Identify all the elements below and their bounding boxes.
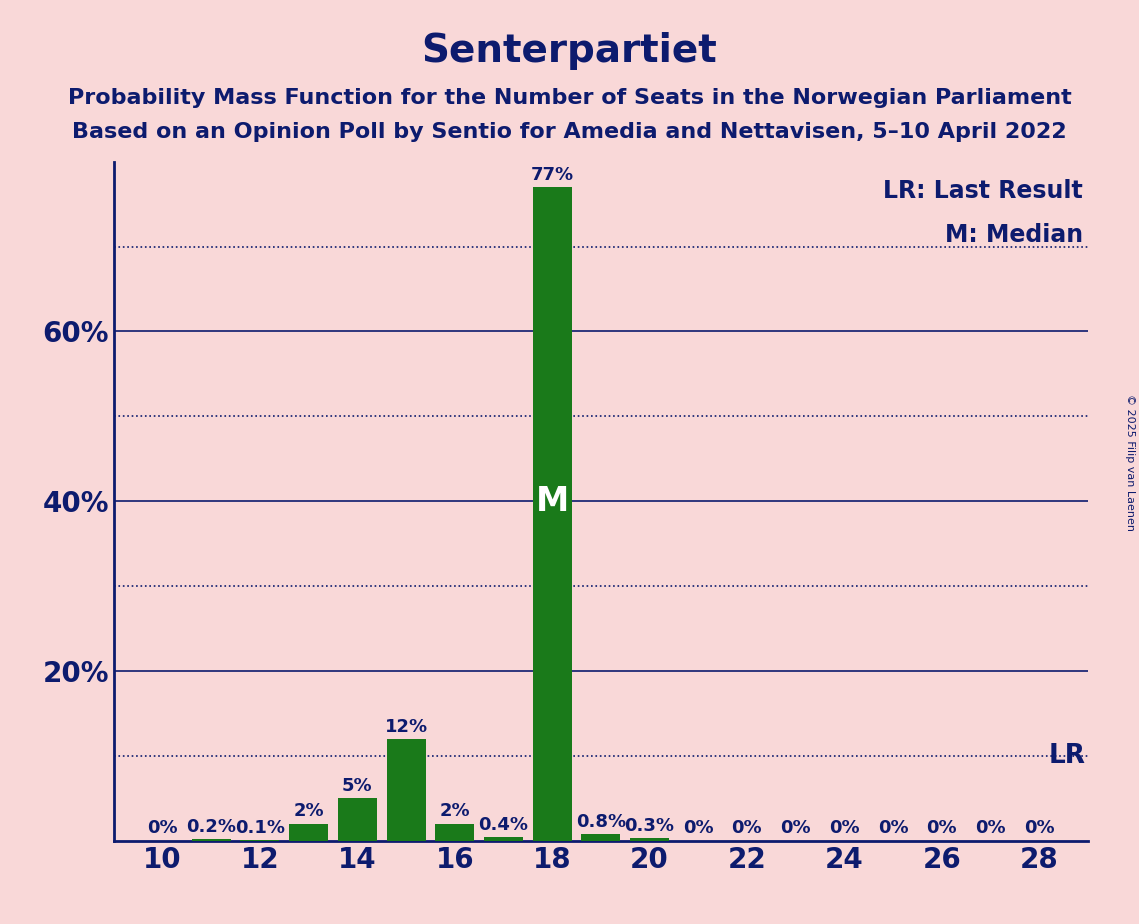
Text: 2%: 2% bbox=[440, 802, 470, 821]
Text: LR: LR bbox=[1048, 743, 1085, 769]
Text: Based on an Opinion Poll by Sentio for Amedia and Nettavisen, 5–10 April 2022: Based on an Opinion Poll by Sentio for A… bbox=[72, 122, 1067, 142]
Text: © 2025 Filip van Laenen: © 2025 Filip van Laenen bbox=[1125, 394, 1134, 530]
Bar bbox=[581, 834, 621, 841]
Text: 0%: 0% bbox=[975, 820, 1006, 837]
Bar bbox=[533, 188, 572, 841]
Text: Senterpartiet: Senterpartiet bbox=[421, 32, 718, 70]
Text: 0%: 0% bbox=[147, 820, 178, 837]
Text: M: Median: M: Median bbox=[944, 223, 1083, 247]
Text: 0%: 0% bbox=[829, 820, 860, 837]
Text: 12%: 12% bbox=[385, 718, 427, 736]
Text: 0%: 0% bbox=[878, 820, 908, 837]
Text: 0%: 0% bbox=[731, 820, 762, 837]
Text: 0%: 0% bbox=[926, 820, 957, 837]
Bar bbox=[289, 824, 328, 841]
Bar bbox=[338, 798, 377, 841]
Text: 0.3%: 0.3% bbox=[624, 817, 674, 835]
Bar bbox=[386, 739, 426, 841]
Text: 2%: 2% bbox=[294, 802, 323, 821]
Bar bbox=[484, 837, 523, 841]
Text: 0.1%: 0.1% bbox=[235, 819, 285, 836]
Bar bbox=[435, 824, 474, 841]
Text: 5%: 5% bbox=[342, 777, 372, 795]
Text: 0%: 0% bbox=[683, 820, 713, 837]
Text: 0.8%: 0.8% bbox=[575, 812, 626, 831]
Text: 0.2%: 0.2% bbox=[187, 818, 236, 835]
Text: Probability Mass Function for the Number of Seats in the Norwegian Parliament: Probability Mass Function for the Number… bbox=[67, 88, 1072, 108]
Text: M: M bbox=[535, 485, 568, 517]
Bar bbox=[191, 839, 231, 841]
Bar bbox=[630, 838, 669, 841]
Text: 0%: 0% bbox=[1024, 820, 1055, 837]
Text: 0.4%: 0.4% bbox=[478, 816, 528, 834]
Text: 77%: 77% bbox=[531, 165, 574, 184]
Text: LR: Last Result: LR: Last Result bbox=[883, 178, 1083, 202]
Text: 0%: 0% bbox=[780, 820, 811, 837]
